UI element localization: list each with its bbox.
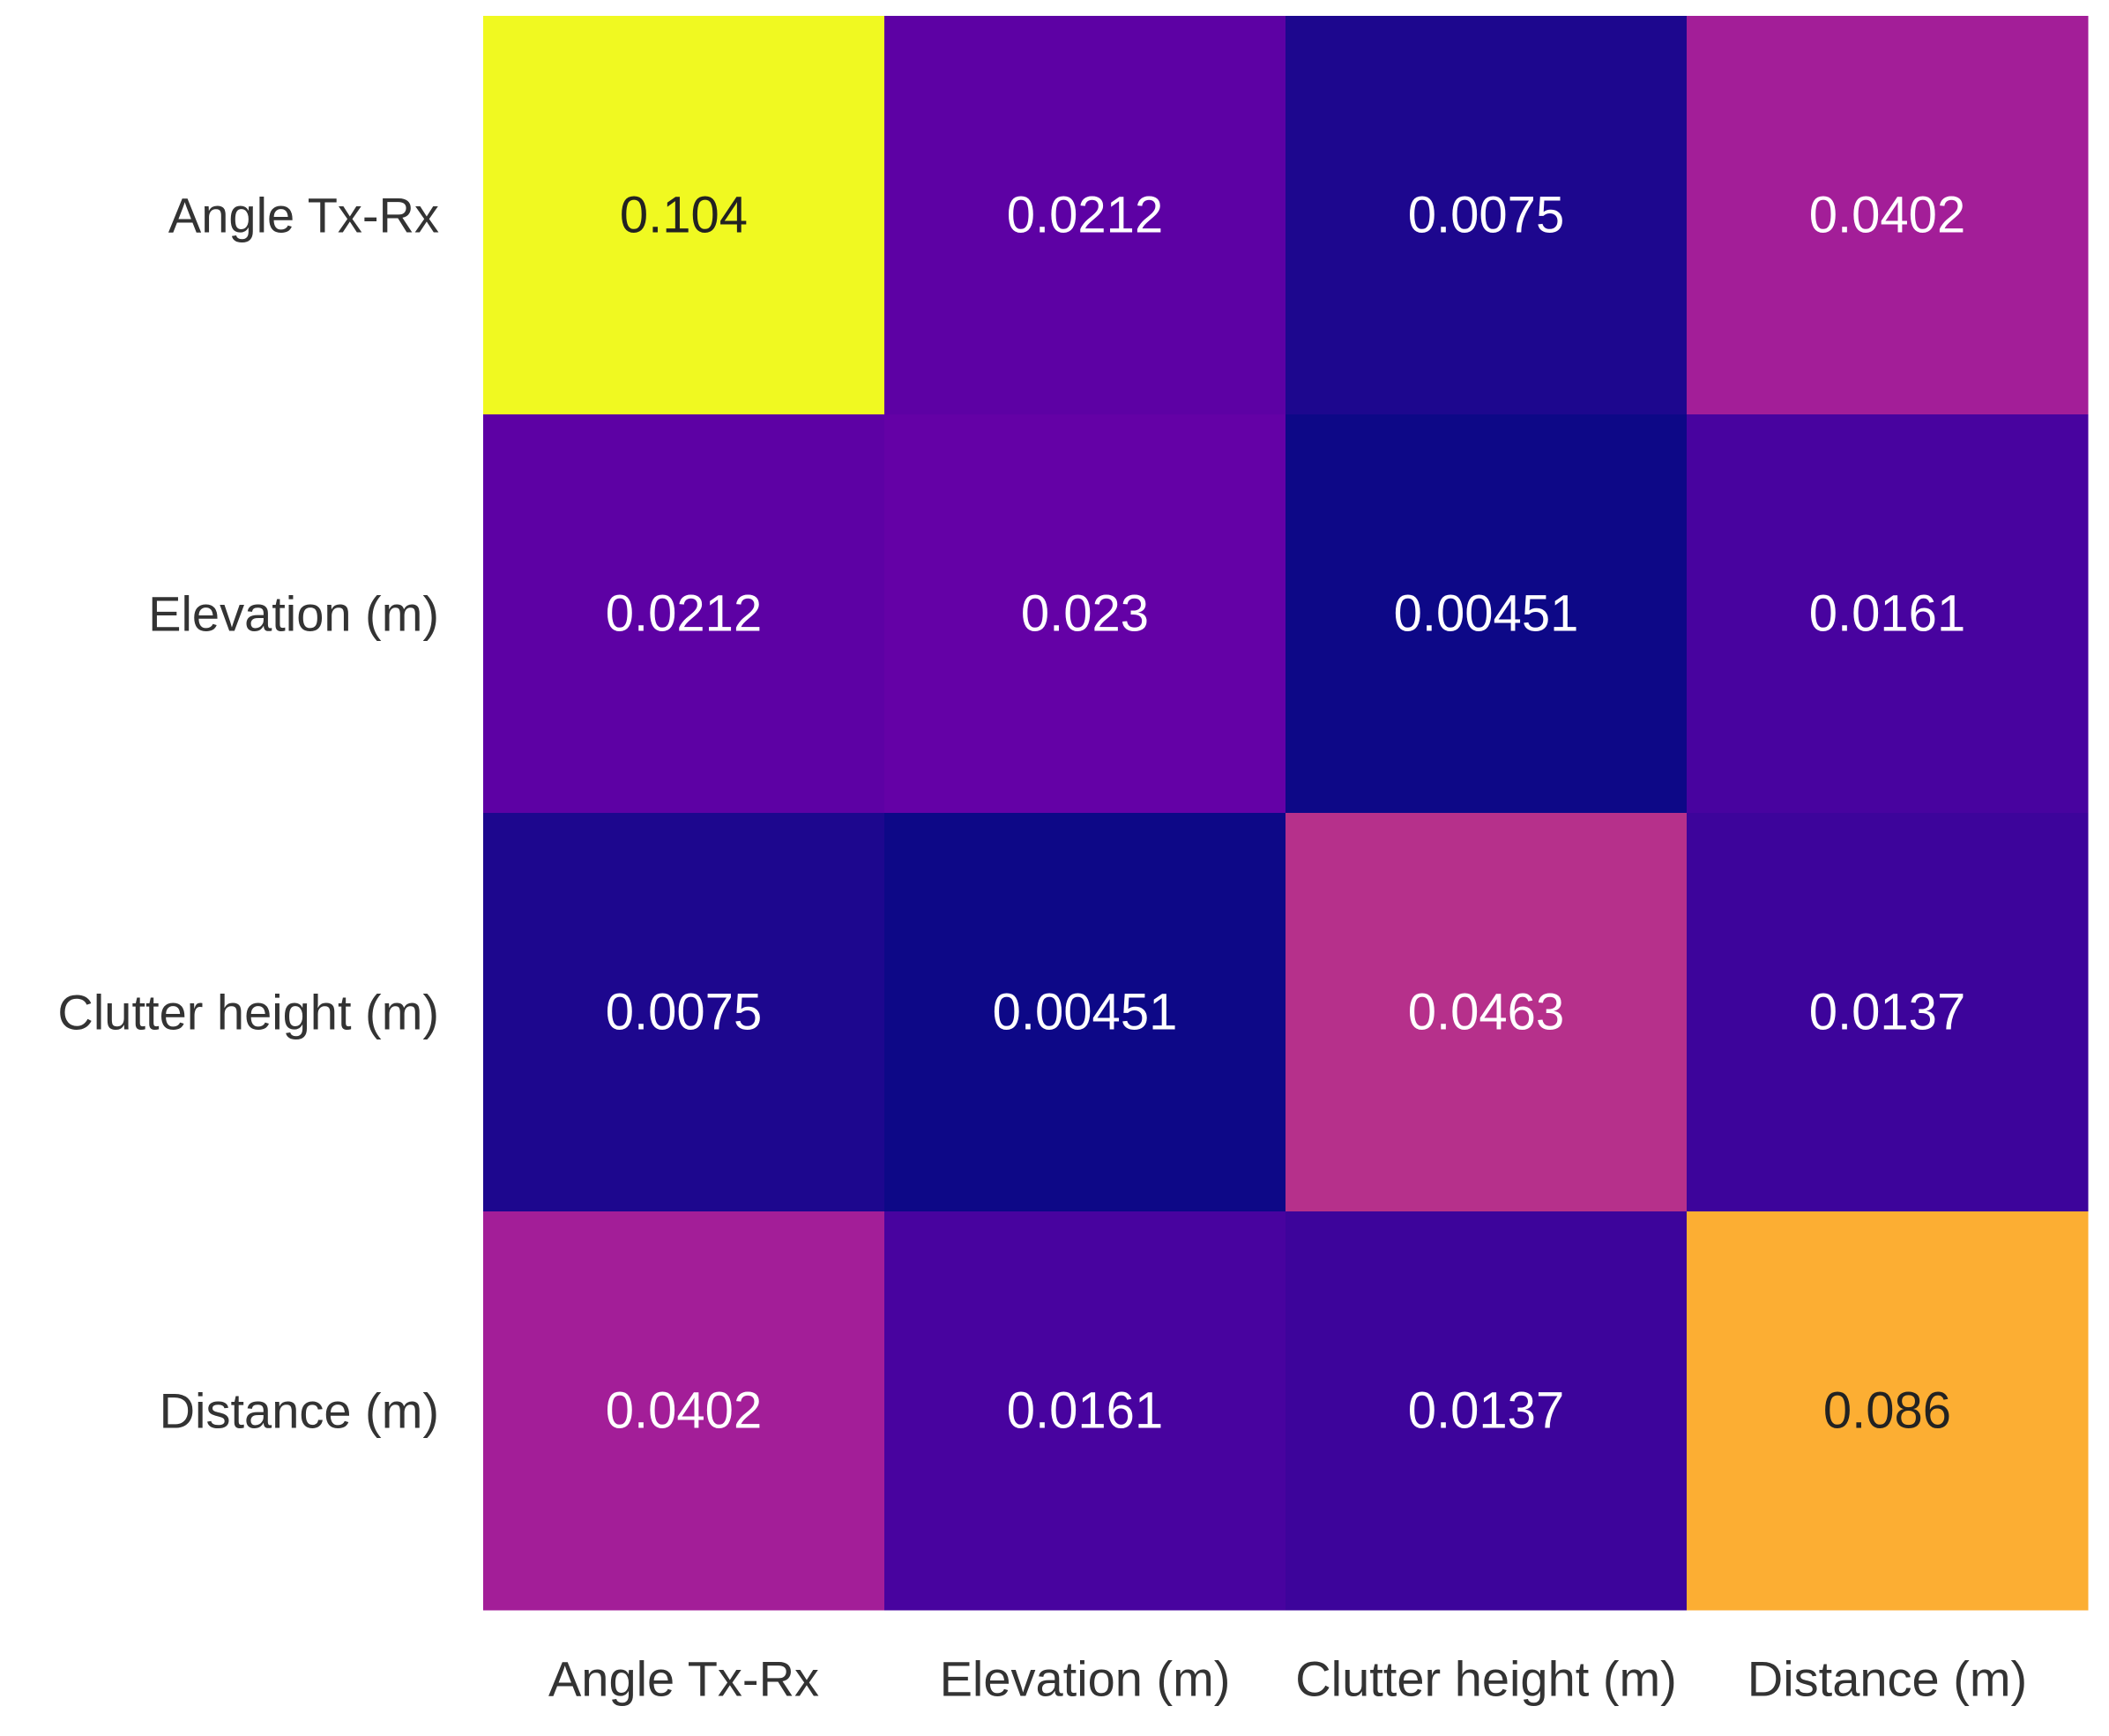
- y-tick-label: Elevation (m): [148, 586, 439, 642]
- heatmap-cell-value: 0.104: [620, 187, 748, 244]
- heatmap-cell-labels: 0.104 0.0212 0.0075 0.0402 0.0212 0.023 0.0045…: [606, 187, 1965, 1440]
- heatmap-cell: [483, 1211, 885, 1611]
- heatmap-cell-value: 0.0402: [1809, 187, 1965, 244]
- heatmap-cell: [1687, 16, 2089, 415]
- x-tick-label: Clutter height (m): [1295, 1651, 1677, 1707]
- y-tick-label: Clutter height (m): [57, 985, 439, 1040]
- x-tick-label: Angle Tx-Rx: [548, 1651, 819, 1707]
- heatmap-cell-value: 0.0137: [1809, 984, 1965, 1041]
- x-tick-label: Elevation (m): [940, 1651, 1231, 1707]
- heatmap-cell-value: 0.00451: [1394, 585, 1579, 643]
- y-tick-label: Angle Tx-Rx: [168, 188, 439, 243]
- heatmap-cell: [1286, 813, 1688, 1212]
- heatmap-cell-value: 0.0212: [1007, 187, 1163, 244]
- x-tick-label: Distance (m): [1748, 1651, 2027, 1707]
- heatmap-cell: [483, 16, 885, 415]
- heatmap-cell: [483, 813, 885, 1212]
- heatmap-cell: [884, 16, 1286, 415]
- y-tick-label: Distance (m): [160, 1383, 439, 1439]
- heatmap-cell-value: 0.0137: [1408, 1382, 1564, 1440]
- heatmap-cell: [884, 813, 1286, 1212]
- heatmap-cell-value: 0.00451: [993, 984, 1178, 1041]
- x-axis-tick-labels: Angle Tx-Rx Elevation (m) Clutter height (…: [548, 1651, 2027, 1707]
- heatmap-cells: [483, 16, 2089, 1611]
- heatmap-cell: [1286, 1211, 1688, 1611]
- heatmap-cell: [1687, 813, 2089, 1212]
- y-axis-tick-labels: Angle Tx-Rx Elevation (m) Clutter height (…: [57, 188, 439, 1439]
- heatmap-cell-value: 0.0161: [1007, 1382, 1163, 1440]
- heatmap-cell: [1687, 1211, 2089, 1611]
- heatmap-cell: [1286, 16, 1688, 415]
- heatmap-cell-value: 0.0161: [1809, 585, 1965, 643]
- heatmap-cell-value: 0.0075: [606, 984, 762, 1041]
- heatmap-cell: [884, 414, 1286, 814]
- heatmap-cell-value: 0.0075: [1408, 187, 1564, 244]
- heatmap-cell-value: 0.0463: [1408, 984, 1564, 1041]
- heatmap-cell: [1286, 414, 1688, 814]
- heatmap-cell: [483, 414, 885, 814]
- heatmap-cell-value: 0.023: [1021, 585, 1149, 643]
- heatmap-cell-value: 0.086: [1823, 1382, 1951, 1440]
- heatmap-cell-value: 0.0402: [606, 1382, 762, 1440]
- heatmap-cell: [884, 1211, 1286, 1611]
- heatmap-cell: [1687, 414, 2089, 814]
- heatmap-cell-value: 0.0212: [606, 585, 762, 643]
